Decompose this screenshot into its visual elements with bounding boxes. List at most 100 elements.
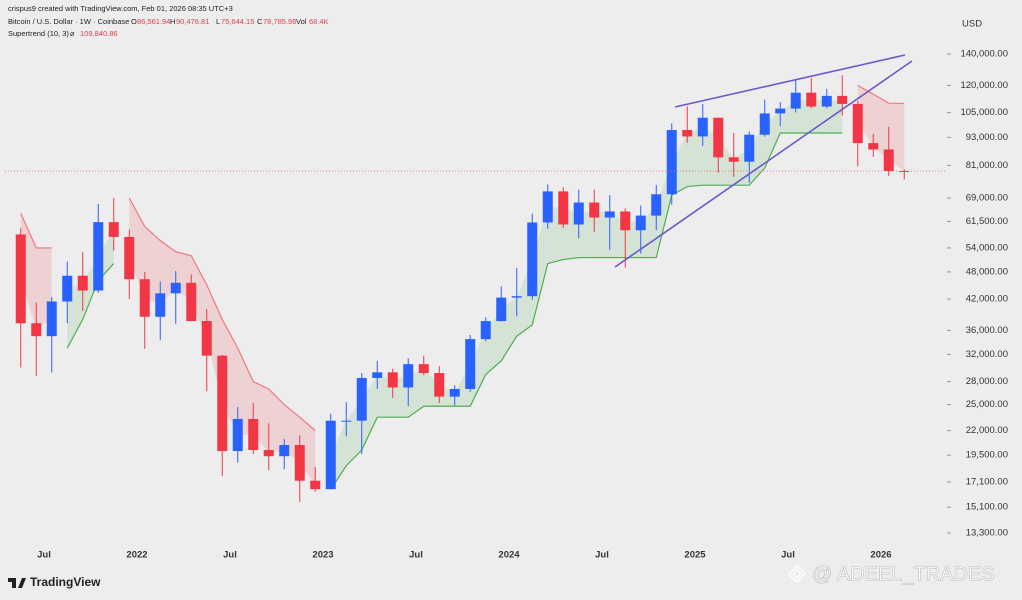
y-axis-label: USD — [962, 19, 982, 30]
candle-body — [589, 202, 600, 218]
candle-body — [201, 321, 212, 356]
legend-label: L — [216, 17, 220, 26]
x-tick-label: Jul — [781, 550, 795, 561]
x-tick-label: 2024 — [498, 550, 520, 561]
y-tick-label: 69,000.00 — [966, 193, 1008, 204]
candle-body — [883, 149, 894, 172]
y-tick-label: 61,500.00 — [966, 216, 1008, 227]
candle-body — [310, 480, 321, 490]
trendline-lower — [614, 60, 913, 268]
candle-body — [279, 444, 290, 457]
candle-body — [775, 108, 786, 114]
x-tick-label: 2025 — [684, 550, 706, 561]
candle-body — [790, 92, 801, 109]
x-tick-label: 2026 — [870, 550, 891, 561]
legend-value: 75,644.15 — [221, 17, 254, 26]
legend-label: Vol — [296, 17, 307, 26]
indicator-name: Supertrend (10, 3) — [8, 29, 69, 38]
x-tick-label: Jul — [223, 550, 237, 561]
y-tick-label: 54,000.00 — [966, 242, 1008, 253]
candle-body — [62, 275, 73, 302]
legend-value: 86,561.94 — [137, 17, 170, 26]
candle-body — [527, 222, 538, 297]
candle-body — [511, 296, 522, 298]
candle-body — [496, 297, 507, 322]
candle-body — [387, 372, 398, 388]
supertrend-line — [20, 213, 52, 249]
y-tick-label: 93,000.00 — [966, 132, 1008, 143]
candle-body — [573, 202, 584, 225]
y-tick-label: 42,000.00 — [966, 294, 1008, 305]
candle-body — [899, 171, 910, 173]
candle-body — [542, 191, 553, 223]
candle-body — [155, 293, 166, 317]
candle-body — [232, 418, 243, 452]
candle-body — [31, 323, 42, 337]
y-tick-label: 81,000.00 — [966, 160, 1008, 171]
candle-body — [186, 282, 197, 322]
candle-body — [170, 282, 181, 294]
candle-body — [434, 373, 445, 397]
logo-text: TradingView — [30, 575, 101, 589]
supertrend-line — [330, 132, 843, 490]
candle-body — [403, 364, 414, 388]
candle-body — [15, 234, 26, 324]
y-tick-label: 140,000.00 — [960, 49, 1008, 60]
legend-label: H — [170, 17, 175, 26]
candle-body — [341, 420, 352, 422]
y-tick-label: 19,500.00 — [966, 450, 1008, 461]
supertrend-line — [128, 197, 316, 432]
legend-label: O — [131, 17, 137, 26]
trend-fill — [20, 213, 52, 330]
candle-body — [356, 377, 367, 421]
legend-value: 90,476.81 — [176, 17, 209, 26]
candle-body — [682, 130, 693, 137]
candle-body — [852, 103, 863, 144]
candle-body — [124, 236, 135, 280]
y-tick-label: 48,000.00 — [966, 266, 1008, 277]
marks — [5, 75, 945, 502]
y-tick-label: 22,000.00 — [966, 425, 1008, 436]
candle-body — [635, 215, 646, 231]
candle-body — [46, 301, 57, 337]
indicator-value: 109,840.86 — [80, 29, 118, 38]
y-tick-label: 120,000.00 — [960, 80, 1008, 91]
candle-body — [325, 420, 336, 490]
y-tick-label: 32,000.00 — [966, 349, 1008, 360]
candle-body — [77, 275, 88, 291]
candle-body — [604, 211, 615, 218]
candle-body — [744, 134, 755, 162]
y-tick-label: 15,100.00 — [966, 502, 1008, 513]
supertrend-line — [857, 84, 905, 105]
legend-label: C — [257, 17, 263, 26]
logo-icon — [8, 578, 26, 588]
credit: crispus9 created with TradingView.com, F… — [8, 4, 233, 13]
legend-value: 78,785.96 — [263, 17, 296, 26]
x-tick-label: 2022 — [126, 550, 147, 561]
x-tick-label: Jul — [37, 550, 51, 561]
candle-body — [728, 157, 739, 162]
y-tick-label: 25,000.00 — [966, 399, 1008, 410]
candle-body — [93, 222, 104, 291]
x-tick-label: Jul — [595, 550, 609, 561]
candle-body — [248, 418, 259, 451]
candle-body — [868, 143, 879, 150]
candle-body — [806, 92, 817, 107]
candle-body — [697, 117, 708, 137]
candle-body — [651, 194, 662, 216]
candle-body — [558, 191, 569, 225]
candle-body — [837, 95, 848, 104]
candle-body — [713, 117, 724, 158]
y-tick-label: 13,300.00 — [966, 528, 1008, 539]
candle-body — [263, 450, 274, 457]
legend-value: 68.4K — [309, 17, 329, 26]
candle-body — [294, 444, 305, 481]
candle-body — [139, 279, 150, 317]
y-tick-label: 17,100.00 — [966, 476, 1008, 487]
candle-body — [449, 388, 460, 397]
candle-body — [372, 372, 383, 378]
candle-body — [108, 222, 119, 237]
trend-fill — [129, 198, 316, 485]
